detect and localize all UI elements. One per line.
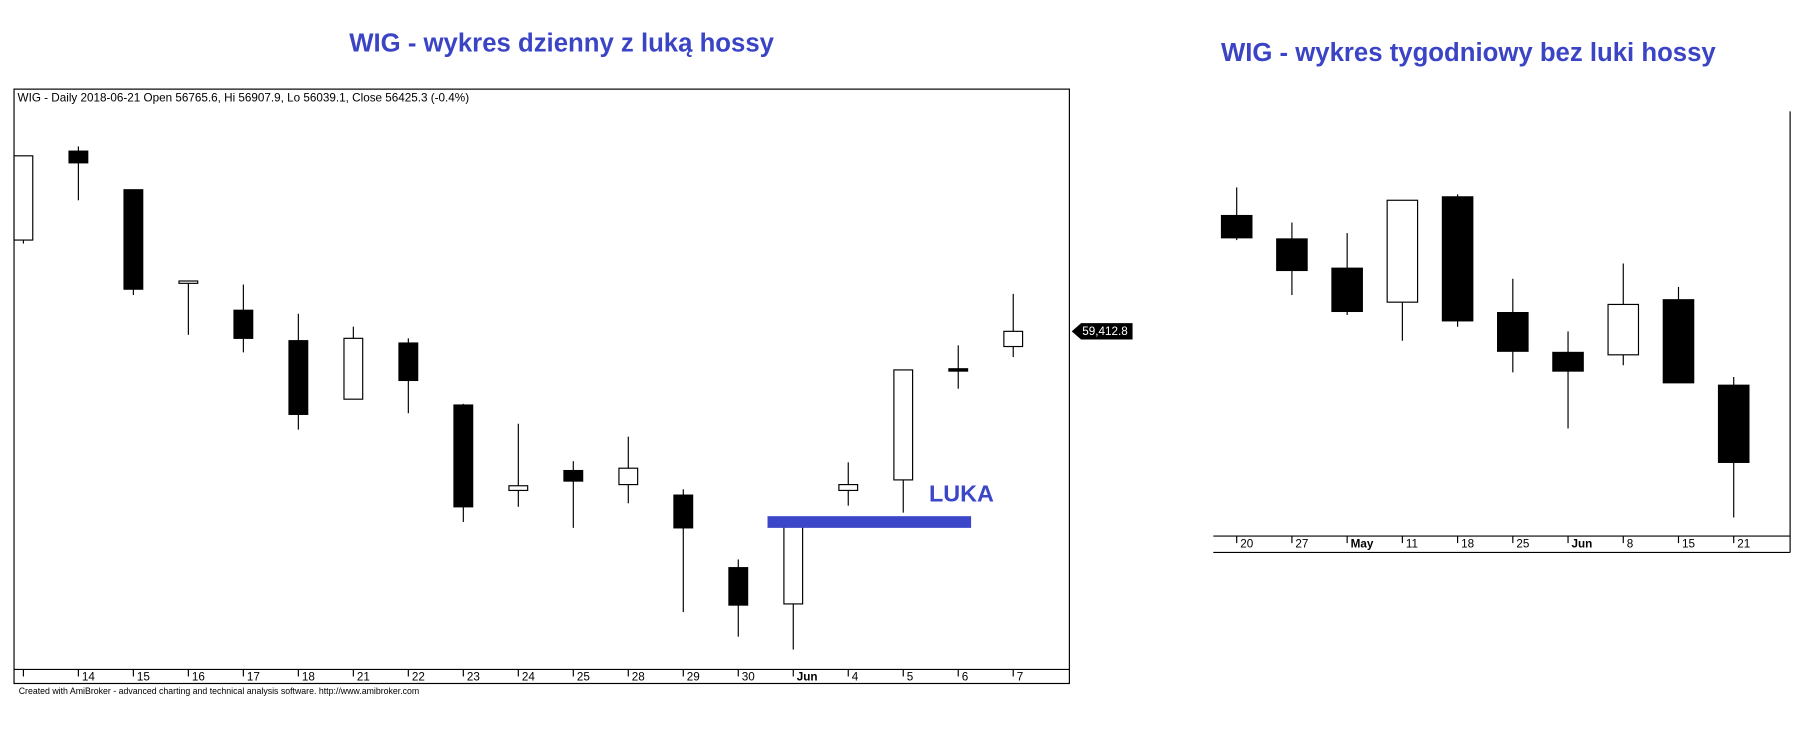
candle-body: [728, 567, 749, 606]
candle-body: [1662, 299, 1695, 384]
candle-body: [673, 494, 694, 529]
candle-body: [343, 337, 364, 400]
chart-title: WIG - wykres tygodniowy bez luki hossy: [1221, 39, 1716, 67]
candle-body: [783, 521, 804, 605]
candle-body: [838, 484, 859, 492]
footer: Created with AmiBroker - advanced charti…: [19, 686, 419, 696]
x-tick-label: 18: [1461, 537, 1474, 550]
x-tick-label: 15: [137, 671, 151, 684]
candle-body: [123, 189, 144, 290]
x-tick-label: 16: [192, 671, 205, 684]
x-tick-label: 21: [357, 671, 370, 684]
x-tick-label: 6: [962, 671, 969, 684]
candle-body: [453, 404, 474, 508]
x-tick-label: 23: [467, 671, 480, 684]
candle-body: [1552, 351, 1584, 372]
x-tick-label: 4: [852, 671, 859, 684]
x-tick-label: 18: [302, 671, 315, 684]
candle-body: [1003, 330, 1024, 348]
candle-body: [13, 155, 34, 241]
x-tick-label: 22: [412, 671, 425, 684]
x-tick-label: 11: [1406, 537, 1418, 550]
candle-body: [1386, 199, 1419, 303]
candle-body: [288, 340, 309, 415]
chart-header: WIG - Daily 2018-06-21 Open 56765.6, Hi …: [18, 92, 470, 105]
candle-body: [1717, 384, 1750, 463]
x-tick-label: 20: [1240, 537, 1254, 550]
candle-body: [893, 369, 914, 481]
candle-body: [1497, 311, 1529, 352]
x-tick-label: 25: [577, 671, 591, 684]
x-tick-label: Jun: [1572, 537, 1593, 550]
x-tick-label: 25: [1516, 537, 1530, 550]
plot-frame: [13, 88, 1070, 685]
candle-body: [233, 309, 254, 339]
x-tick-label: 29: [687, 671, 700, 684]
x-tick-label: 14: [82, 671, 96, 684]
candle-body: [68, 150, 89, 164]
chart-title: WIG - wykres dzienny z luką hossy: [349, 29, 774, 57]
x-tick-label: 27: [1295, 537, 1308, 550]
candle-body: [1607, 303, 1640, 356]
x-tick-label: Jun: [797, 671, 818, 684]
x-tick-label: 17: [247, 671, 260, 684]
annotation-label: LUKA: [929, 480, 994, 506]
candle-body: [1331, 267, 1363, 313]
x-tick-label: 30: [742, 671, 756, 684]
candle-body: [1276, 238, 1308, 272]
x-tick-label: 7: [1017, 671, 1024, 684]
candle-body: [1441, 196, 1474, 322]
x-tick-label: May: [1351, 537, 1374, 550]
x-tick-label: 8: [1627, 537, 1634, 550]
x-tick-label: 24: [522, 671, 535, 684]
candle-body: [398, 342, 419, 382]
x-tick-label: 15: [1682, 537, 1696, 550]
x-tick-label: 21: [1737, 537, 1750, 550]
candle-body: [948, 368, 969, 372]
candle-body: [508, 485, 529, 492]
price-marker: [1071, 323, 1133, 340]
x-tick-label: 5: [907, 671, 914, 684]
gap-line: [767, 516, 972, 528]
price-label: 59,412.8: [1082, 325, 1128, 338]
candle-body: [178, 280, 199, 284]
candle-body: [563, 469, 584, 482]
x-tick-label: 28: [632, 671, 645, 684]
candle-body: [618, 467, 639, 486]
candle-body: [1220, 214, 1253, 239]
